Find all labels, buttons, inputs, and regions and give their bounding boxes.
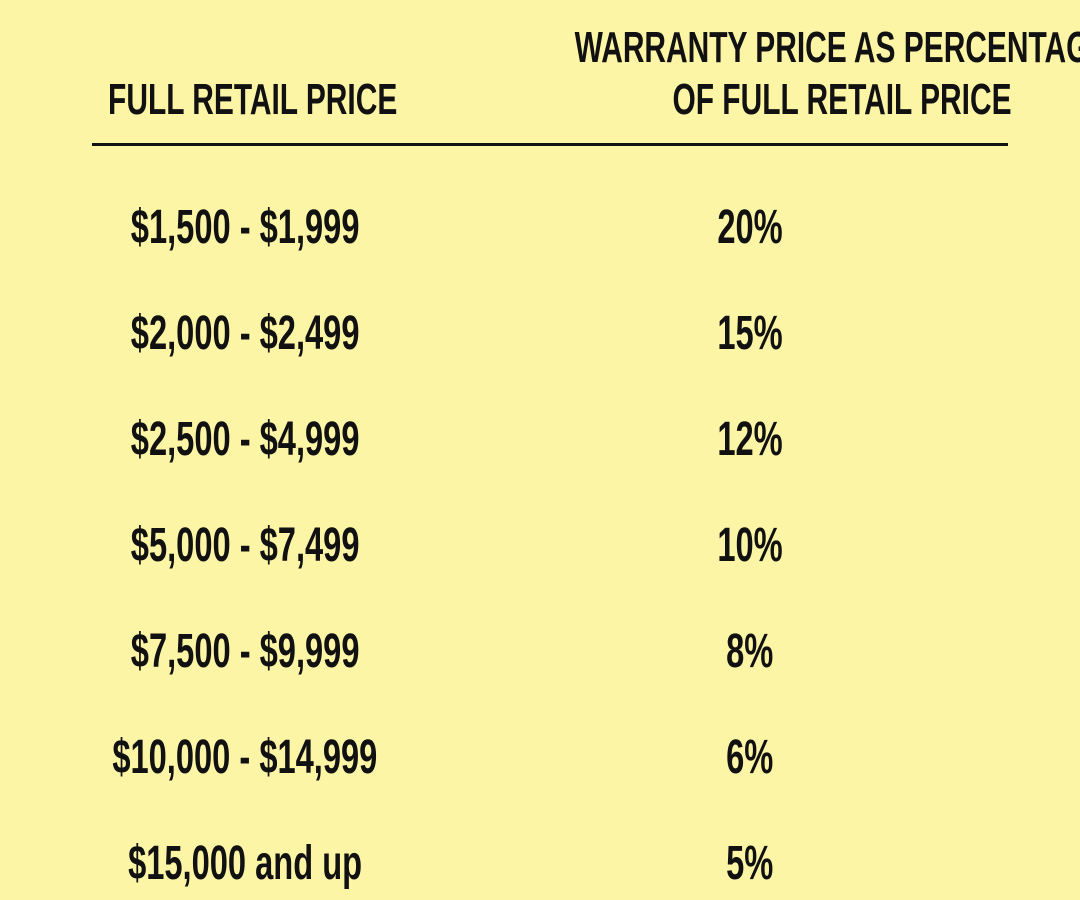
warranty-percent: 12% [480,412,1020,468]
warranty-percent: 6% [480,730,1020,786]
cell-text: $5,000 - $7,499 [130,519,360,572]
price-range: $7,500 - $9,999 [40,624,450,680]
price-range: $5,000 - $7,499 [40,518,450,574]
price-range: $10,000 - $14,999 [40,730,450,786]
header-text: FULL RETAIL PRICE [108,75,398,124]
price-range: $15,000 and up [40,836,450,892]
cell-text: 8% [726,625,774,678]
cell-text: $7,500 - $9,999 [130,625,360,678]
cell-text: 10% [717,519,783,572]
cell-text: $2,000 - $2,499 [130,307,360,360]
warranty-percent: 20% [480,200,1020,256]
cell-text: $10,000 - $14,999 [112,731,378,784]
header-rule [92,143,1008,146]
price-range: $1,500 - $1,999 [40,200,450,256]
cell-text: 6% [726,731,774,784]
cell-text: 12% [717,413,783,466]
header-text: WARRANTY PRICE AS PERCENTAGE OF FULL RET… [574,23,1080,124]
price-range: $2,000 - $2,499 [40,306,450,362]
cell-text: $1,500 - $1,999 [130,201,360,254]
cell-text: $15,000 and up [127,837,363,890]
warranty-percent: 15% [480,306,1020,362]
column-header: FULL RETAIL PRICE [40,74,450,126]
warranty-percent: 5% [480,836,1020,892]
cell-text: 5% [726,837,774,890]
cell-text: 20% [717,201,783,254]
warranty-percent: 10% [480,518,1020,574]
cell-text: $2,500 - $4,999 [130,413,360,466]
column-header: WARRANTY PRICE AS PERCENTAGE OF FULL RET… [437,22,1080,126]
price-range: $2,500 - $4,999 [40,412,450,468]
cell-text: 15% [717,307,783,360]
warranty-percent: 8% [480,624,1020,680]
